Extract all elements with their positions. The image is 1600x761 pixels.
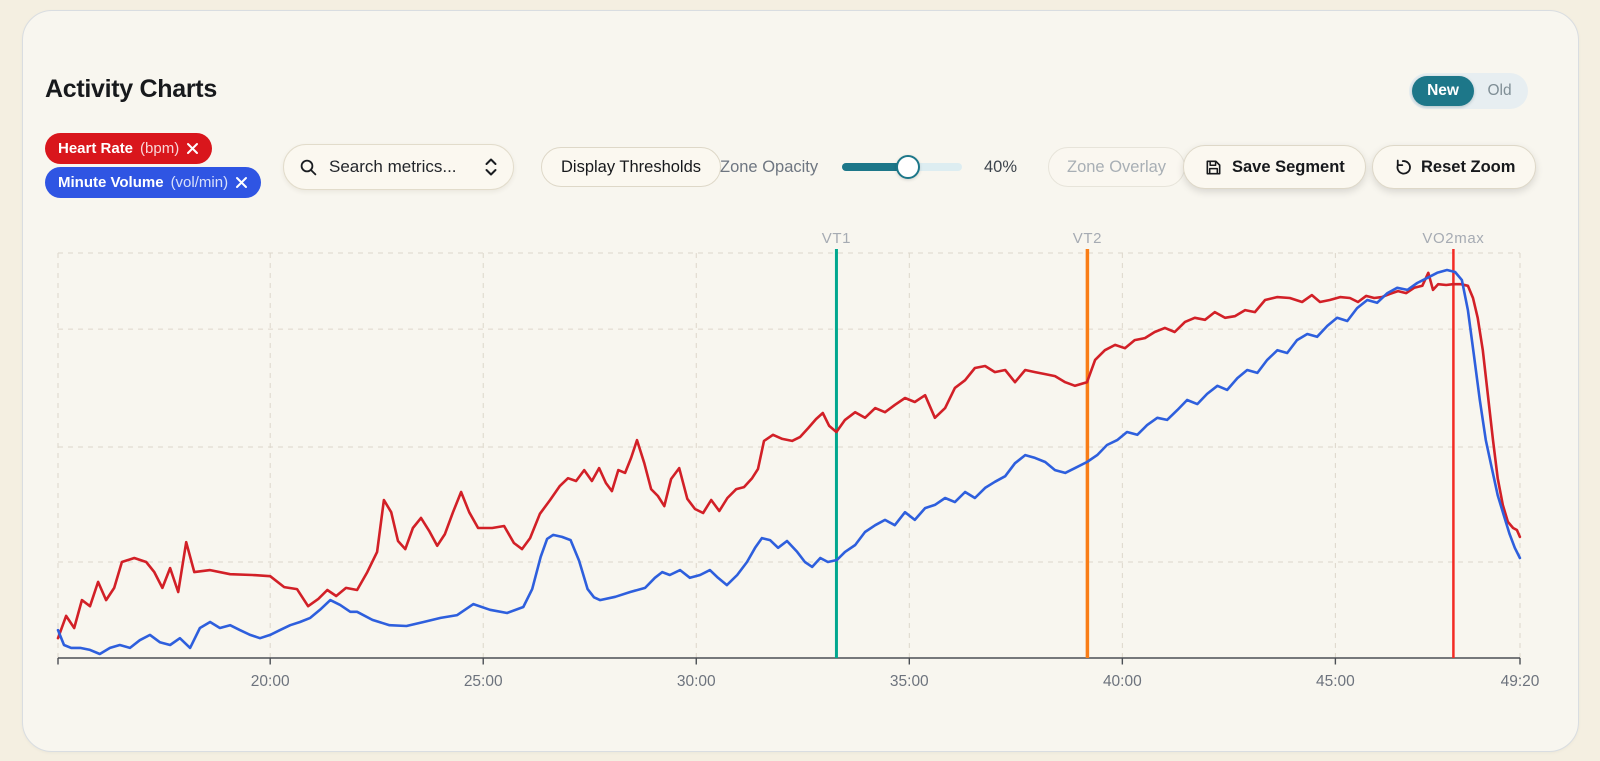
chip-unit: (vol/min)	[170, 174, 229, 191]
activity-charts-card	[22, 10, 1579, 752]
view-toggle: New Old	[1409, 73, 1528, 109]
save-segment-button[interactable]: Save Segment	[1183, 145, 1366, 189]
zone-opacity-label: Zone Opacity	[720, 158, 819, 176]
zone-opacity-slider[interactable]	[842, 155, 962, 179]
chip-label: Heart Rate	[58, 140, 134, 157]
zone-overlay-button[interactable]: Zone Overlay	[1048, 147, 1186, 187]
search-input[interactable]	[327, 156, 475, 178]
save-icon	[1206, 160, 1221, 174]
toggle-option-new[interactable]: New	[1412, 76, 1474, 106]
slider-fill	[842, 163, 908, 171]
search-icon	[300, 159, 317, 175]
remove-chip-icon[interactable]	[186, 142, 199, 155]
slider-thumb[interactable]	[896, 155, 920, 179]
page-title: Activity Charts	[45, 75, 217, 103]
save-segment-label: Save Segment	[1232, 157, 1345, 176]
chevron-sort-icon[interactable]	[484, 157, 498, 177]
metric-chip-heart-rate[interactable]: Heart Rate (bpm)	[45, 133, 213, 164]
toggle-option-old[interactable]: Old	[1487, 82, 1512, 99]
reset-zoom-button[interactable]: Reset Zoom	[1372, 145, 1537, 189]
metric-search-box[interactable]	[283, 144, 514, 190]
chip-unit: (bpm)	[140, 140, 180, 157]
zone-opacity-value: 40%	[984, 158, 1018, 176]
chip-label: Minute Volume	[58, 174, 164, 191]
remove-chip-icon[interactable]	[235, 176, 248, 189]
display-thresholds-button[interactable]: Display Thresholds	[541, 147, 722, 187]
reset-icon	[1396, 159, 1411, 174]
metric-chip-minute-volume[interactable]: Minute Volume (vol/min)	[45, 167, 262, 198]
reset-zoom-label: Reset Zoom	[1421, 157, 1516, 176]
